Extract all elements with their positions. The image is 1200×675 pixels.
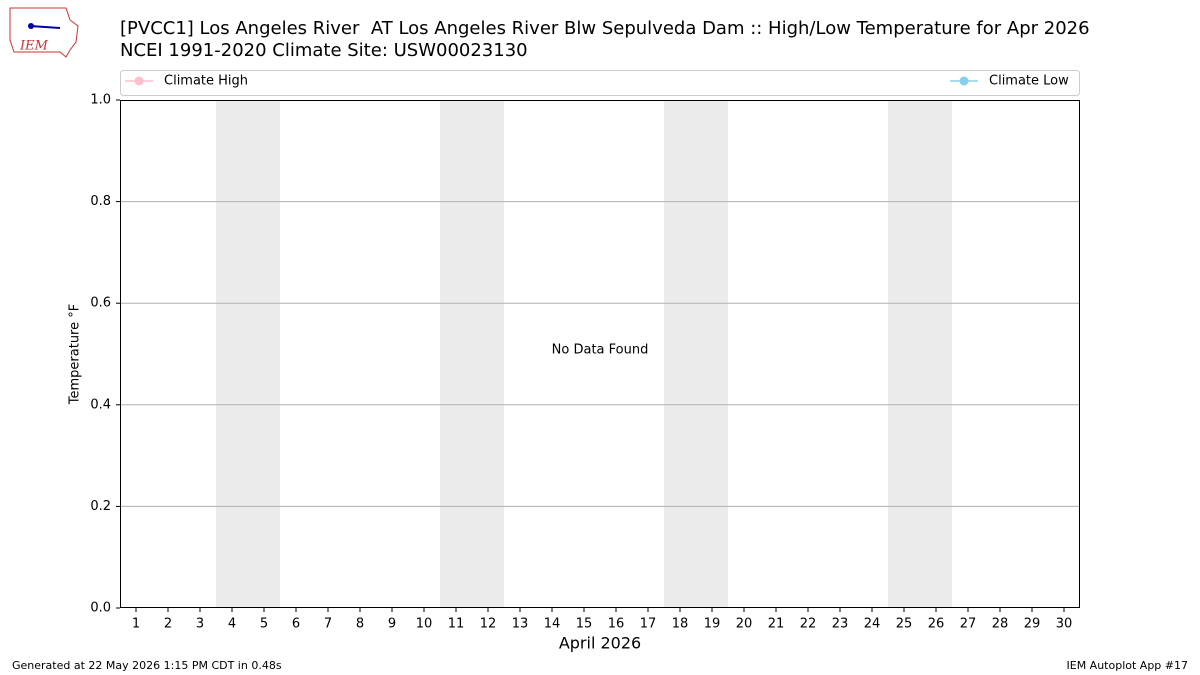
y-tick-label: 0.4 bbox=[90, 397, 111, 412]
x-tick-label: 20 bbox=[736, 617, 753, 632]
x-tick-label: 15 bbox=[576, 617, 593, 632]
x-tick-label: 13 bbox=[512, 617, 529, 632]
grid bbox=[120, 201, 1080, 507]
annotation: No Data Found bbox=[552, 343, 649, 358]
logo-line bbox=[29, 25, 61, 29]
logo-outline bbox=[9, 7, 79, 58]
logo-text: IEM bbox=[19, 39, 49, 54]
plot-frame bbox=[120, 100, 1080, 608]
weekend-band bbox=[216, 100, 280, 608]
legend-marker bbox=[959, 76, 969, 86]
x-tick-label: 22 bbox=[800, 617, 817, 632]
weekend-band bbox=[888, 100, 952, 608]
legend-marker bbox=[134, 76, 144, 86]
x-tick-label: 1 bbox=[132, 617, 140, 632]
x-tick-label: 10 bbox=[416, 617, 433, 632]
x-tick-label: 9 bbox=[388, 617, 396, 632]
y-tick-label: 0.0 bbox=[90, 601, 111, 616]
x-tick-label: 12 bbox=[480, 617, 497, 632]
weekend-band bbox=[440, 100, 504, 608]
x-tick-label: 8 bbox=[356, 617, 364, 632]
chart-subtitle: NCEI 1991-2020 Climate Site: USW00023130 bbox=[120, 40, 528, 61]
legend bbox=[120, 70, 1080, 96]
logo-dot bbox=[28, 23, 34, 29]
x-tick-label: 21 bbox=[768, 617, 785, 632]
x-tick-label: 25 bbox=[896, 617, 913, 632]
x-tick-label: 19 bbox=[704, 617, 721, 632]
y-tick-label: 0.6 bbox=[90, 296, 111, 311]
y-axis-label: Temperature °F bbox=[68, 304, 83, 405]
x-tick-label: 2 bbox=[164, 617, 172, 632]
x-tick-label: 18 bbox=[672, 617, 689, 632]
legend-label: Climate High bbox=[164, 74, 248, 89]
x-tick-label: 27 bbox=[960, 617, 977, 632]
weekend-band bbox=[664, 100, 728, 608]
x-tick-label: 23 bbox=[832, 617, 849, 632]
y-tick-label: 1.0 bbox=[90, 93, 111, 108]
x-tick-label: 24 bbox=[864, 617, 881, 632]
x-axis-label: April 2026 bbox=[559, 634, 641, 653]
footer-right: IEM Autoplot App #17 bbox=[1067, 659, 1189, 672]
x-tick-label: 6 bbox=[292, 617, 300, 632]
chart-title: [PVCC1] Los Angeles River AT Los Angeles… bbox=[120, 18, 1090, 39]
x-tick-label: 29 bbox=[1024, 617, 1041, 632]
legend-label: Climate Low bbox=[989, 74, 1069, 89]
x-tick-label: 17 bbox=[640, 617, 657, 632]
x-tick-label: 3 bbox=[196, 617, 204, 632]
x-tick-label: 28 bbox=[992, 617, 1009, 632]
x-tick-label: 11 bbox=[448, 617, 465, 632]
x-tick-label: 5 bbox=[260, 617, 268, 632]
x-tick-label: 4 bbox=[228, 617, 236, 632]
x-tick-label: 14 bbox=[544, 617, 561, 632]
y-tick-label: 0.2 bbox=[90, 499, 111, 514]
x-tick-label: 7 bbox=[324, 617, 332, 632]
weekend-shading bbox=[216, 100, 952, 608]
logo: IEM bbox=[9, 7, 79, 58]
x-tick-label: 16 bbox=[608, 617, 625, 632]
x-tick-label: 26 bbox=[928, 617, 945, 632]
y-tick-label: 0.8 bbox=[90, 194, 111, 209]
x-tick-label: 30 bbox=[1056, 617, 1073, 632]
footer-left: Generated at 22 May 2026 1:15 PM CDT in … bbox=[12, 659, 282, 672]
